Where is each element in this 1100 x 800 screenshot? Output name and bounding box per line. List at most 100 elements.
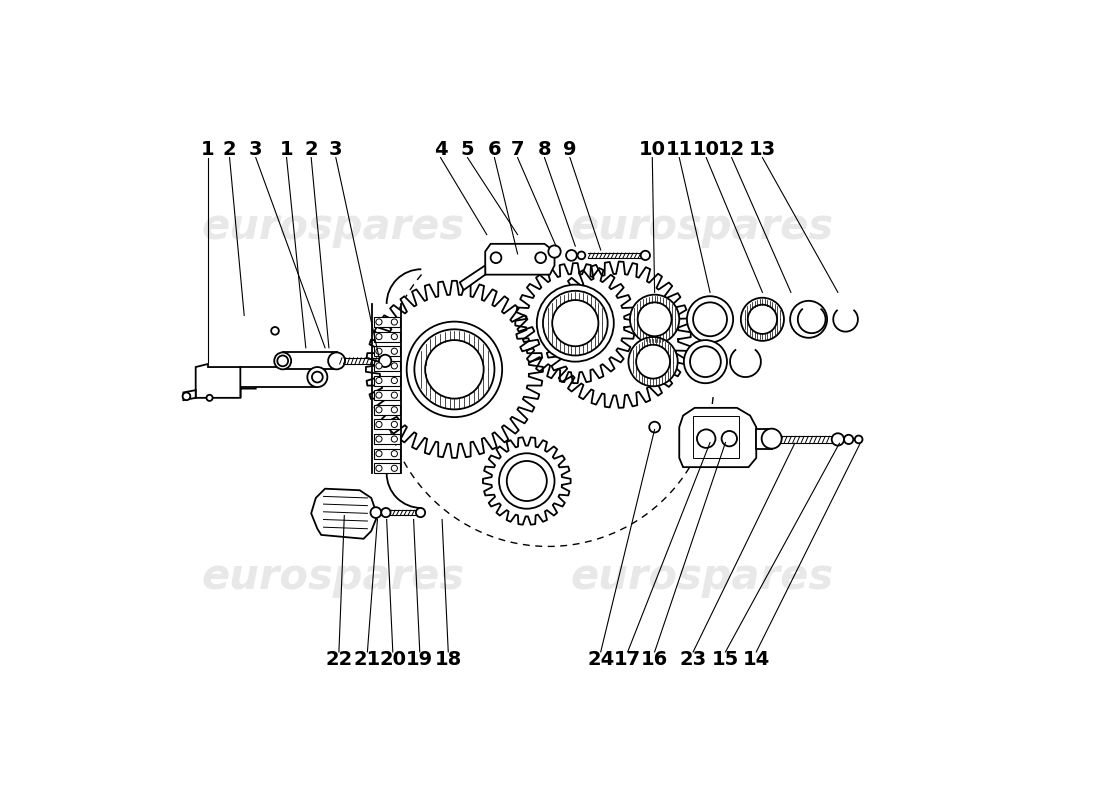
Circle shape: [392, 436, 397, 442]
Bar: [374, 449, 399, 458]
Bar: [374, 405, 399, 414]
Text: 9: 9: [563, 141, 576, 159]
Circle shape: [207, 394, 212, 401]
Circle shape: [543, 291, 607, 355]
Polygon shape: [544, 262, 691, 408]
Circle shape: [378, 354, 392, 367]
Text: 17: 17: [614, 650, 641, 669]
Text: 23: 23: [680, 650, 706, 669]
Text: 21: 21: [354, 650, 381, 669]
Bar: [374, 361, 399, 371]
Polygon shape: [196, 364, 241, 398]
Circle shape: [376, 378, 382, 383]
Text: 1: 1: [279, 141, 294, 159]
Circle shape: [790, 301, 827, 338]
Bar: [374, 346, 399, 356]
Text: 2: 2: [223, 141, 236, 159]
Circle shape: [832, 434, 844, 446]
Circle shape: [183, 393, 190, 400]
Circle shape: [392, 319, 397, 325]
Circle shape: [376, 406, 382, 413]
Bar: [374, 375, 399, 386]
Circle shape: [376, 392, 382, 398]
Circle shape: [274, 353, 292, 370]
Circle shape: [855, 435, 862, 443]
Circle shape: [392, 466, 397, 471]
Circle shape: [376, 422, 382, 427]
Circle shape: [740, 298, 784, 341]
Bar: [283, 353, 337, 370]
Circle shape: [425, 340, 484, 398]
Circle shape: [392, 406, 397, 413]
Text: 22: 22: [326, 650, 352, 669]
Polygon shape: [366, 281, 543, 458]
Circle shape: [638, 302, 671, 336]
Circle shape: [649, 422, 660, 433]
Circle shape: [536, 252, 546, 263]
Polygon shape: [680, 408, 757, 467]
Circle shape: [392, 363, 397, 369]
Circle shape: [690, 346, 721, 377]
Polygon shape: [693, 415, 739, 458]
Circle shape: [722, 431, 737, 446]
Circle shape: [844, 434, 854, 444]
Text: 7: 7: [510, 141, 525, 159]
Bar: [374, 390, 399, 400]
Polygon shape: [460, 266, 485, 290]
Circle shape: [507, 461, 547, 501]
Bar: [374, 332, 399, 342]
Text: 10: 10: [693, 141, 719, 159]
Circle shape: [376, 319, 382, 325]
Text: 13: 13: [749, 141, 775, 159]
Circle shape: [761, 429, 782, 449]
Circle shape: [684, 340, 727, 383]
Circle shape: [376, 466, 382, 471]
Circle shape: [628, 337, 678, 386]
Circle shape: [328, 353, 345, 370]
Circle shape: [376, 363, 382, 369]
Circle shape: [392, 422, 397, 427]
Text: eurospares: eurospares: [201, 556, 464, 598]
Bar: [374, 463, 399, 474]
Circle shape: [566, 250, 576, 261]
Circle shape: [277, 355, 288, 366]
Polygon shape: [485, 244, 554, 274]
Text: 15: 15: [712, 650, 739, 669]
Circle shape: [271, 327, 279, 334]
Text: 1: 1: [201, 141, 214, 159]
Circle shape: [376, 334, 382, 340]
Text: 19: 19: [406, 650, 433, 669]
Text: 5: 5: [461, 141, 474, 159]
Circle shape: [686, 296, 734, 342]
Text: 10: 10: [639, 141, 665, 159]
Text: 14: 14: [742, 650, 770, 669]
Text: 3: 3: [329, 141, 342, 159]
Text: 4: 4: [433, 141, 448, 159]
Circle shape: [693, 302, 727, 336]
Circle shape: [376, 348, 382, 354]
Polygon shape: [311, 489, 377, 538]
Circle shape: [697, 430, 715, 448]
Text: 12: 12: [718, 141, 745, 159]
Text: 20: 20: [379, 650, 406, 669]
Text: 16: 16: [641, 650, 668, 669]
Circle shape: [376, 436, 382, 442]
Text: 11: 11: [666, 141, 693, 159]
Polygon shape: [184, 390, 196, 400]
Circle shape: [537, 285, 614, 362]
Circle shape: [382, 508, 390, 517]
Circle shape: [371, 507, 382, 518]
Polygon shape: [515, 263, 636, 383]
Circle shape: [499, 454, 554, 509]
Circle shape: [312, 372, 322, 382]
Text: 3: 3: [249, 141, 263, 159]
Bar: [241, 367, 318, 387]
Bar: [374, 317, 399, 327]
Bar: [374, 419, 399, 430]
Circle shape: [392, 392, 397, 398]
Text: 2: 2: [305, 141, 318, 159]
Text: 6: 6: [487, 141, 502, 159]
Circle shape: [548, 246, 561, 258]
Polygon shape: [241, 373, 255, 398]
Text: eurospares: eurospares: [571, 556, 834, 598]
